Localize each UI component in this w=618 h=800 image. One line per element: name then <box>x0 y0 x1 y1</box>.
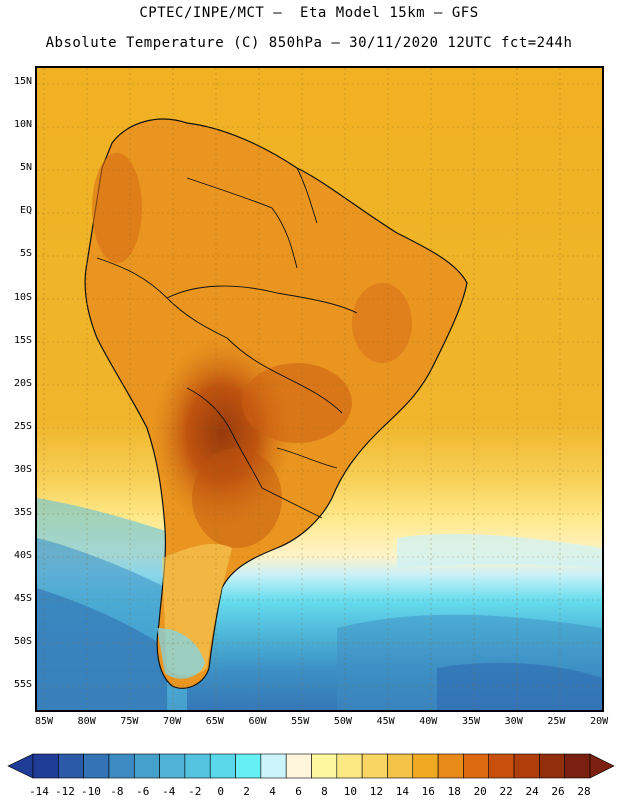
lat-label: 45S <box>13 593 32 605</box>
colorbar-swatch <box>108 753 135 779</box>
lat-label: 30S <box>13 463 32 475</box>
lon-label: 75W <box>120 716 139 727</box>
colorbar-swatch <box>159 753 186 779</box>
colorbar-tick-label: 12 <box>369 785 383 798</box>
colorbar-tick-label: 20 <box>473 785 487 798</box>
lon-label: 60W <box>248 716 267 727</box>
colorbar-tick-label: 28 <box>577 785 591 798</box>
colorbar-swatch <box>58 753 84 779</box>
lon-label: 55W <box>291 716 310 727</box>
colorbar-swatch <box>32 753 59 779</box>
colorbar-tick-label: -6 <box>136 785 150 798</box>
graticule <box>37 68 602 710</box>
colorbar-swatch <box>539 753 565 779</box>
lon-label: 50W <box>333 716 352 727</box>
lon-label: 85W <box>34 716 54 727</box>
south-america-landmass <box>84 118 468 689</box>
lat-label: 55S <box>13 679 32 691</box>
colorbar-tick-label: -12 <box>55 785 75 798</box>
colorbar-tick-label: 0 <box>217 785 224 798</box>
lon-label: 80W <box>77 716 96 727</box>
lat-label: 10S <box>13 291 32 303</box>
colorbar-tick-label: -10 <box>80 785 101 798</box>
colorbar-tick-label: 26 <box>551 785 565 798</box>
colorbar-right-arrow <box>589 753 615 779</box>
colorbar-tick-label: 24 <box>525 785 539 798</box>
title-line-1: CPTEC/INPE/MCT – Eta Model 15km – GFS <box>139 5 479 21</box>
colorbar-tick-label: 18 <box>447 785 461 798</box>
colorbar-swatch <box>412 753 439 779</box>
colorbar-tick-label: 4 <box>269 785 276 798</box>
colorbar-swatch <box>260 753 287 779</box>
colorbar-tick-label: -4 <box>162 785 176 798</box>
country-borders <box>96 167 358 519</box>
colorbar-swatch <box>184 753 211 779</box>
lat-label: 50S <box>13 636 32 648</box>
lat-label: 20S <box>13 377 32 389</box>
colorbar-swatch <box>235 753 262 779</box>
colorbar-swatch <box>437 753 464 779</box>
temperature-map <box>35 66 604 712</box>
lon-label: 35W <box>461 716 481 727</box>
title-line-2: Absolute Temperature (C) 850hPa – 30/11/… <box>45 35 573 51</box>
colorbar-tick-label: 10 <box>343 785 358 798</box>
colorbar-tick-label: 22 <box>499 785 513 798</box>
colorbar-tick-label: -2 <box>188 785 202 798</box>
colorbar-swatch <box>361 753 388 779</box>
lat-label: 5S <box>19 248 32 260</box>
southern-cold-band <box>37 498 602 710</box>
lat-label: 40S <box>13 550 32 562</box>
colorbar-swatch <box>311 753 338 779</box>
colorbar-tick-label: 2 <box>243 785 250 798</box>
lon-label: 70W <box>163 716 182 727</box>
colorbar-tick-label: 14 <box>395 785 409 798</box>
lon-label: 40W <box>419 716 438 727</box>
lon-label: 25W <box>547 716 566 727</box>
colorbar-swatch <box>336 753 363 779</box>
colorbar-swatch <box>513 753 540 779</box>
colorbar-swatch <box>133 753 160 779</box>
lat-label: 5N <box>19 162 32 174</box>
colorbar-swatch <box>463 753 490 779</box>
lat-label: 10N <box>13 119 32 131</box>
lon-label: 30W <box>504 716 523 727</box>
lon-label: 20W <box>590 716 609 727</box>
lat-label: 15S <box>13 334 32 346</box>
lat-label: 25S <box>13 420 32 432</box>
colorbar-swatch <box>209 753 236 779</box>
colorbar-tick-label: 6 <box>295 785 302 798</box>
colorbar-tick-label: 16 <box>421 785 435 798</box>
colorbar-swatch <box>285 753 312 779</box>
colorbar-tick-label: -8 <box>110 785 124 798</box>
lon-label: 45W <box>376 716 395 727</box>
lat-label: 35S <box>13 507 32 518</box>
colorbar-tick-label: -14 <box>29 785 49 798</box>
lat-label: EQ <box>19 205 32 217</box>
lon-label: 65W <box>205 716 224 727</box>
colorbar-swatch <box>83 753 110 779</box>
colorbar-swatch <box>488 753 515 779</box>
lat-label: 15N <box>13 76 32 87</box>
colorbar <box>7 753 615 779</box>
colorbar-swatch <box>564 753 591 779</box>
colorbar-left-arrow <box>7 753 34 779</box>
map-canvas <box>37 68 602 710</box>
colorbar-swatch <box>387 753 414 779</box>
colorbar-tick-label: 8 <box>321 785 328 798</box>
